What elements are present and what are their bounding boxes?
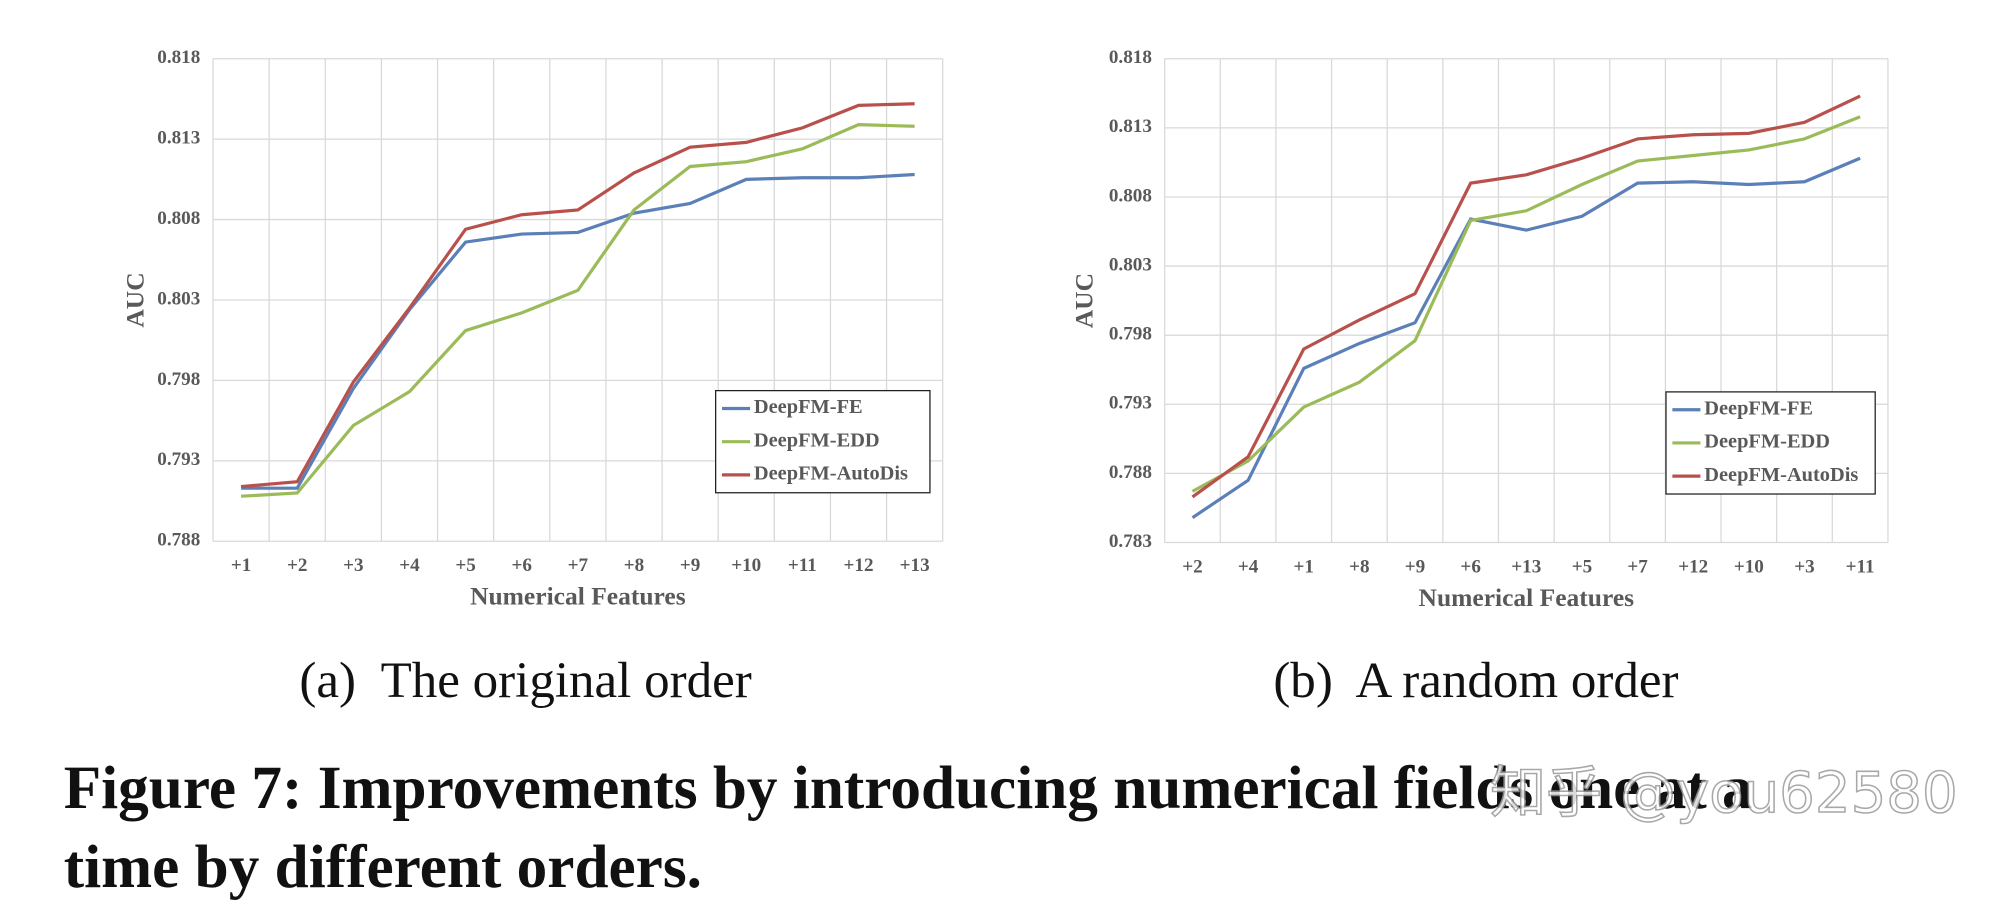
x-tick-label: +4 [1238,556,1259,577]
x-tick-label: +8 [1349,556,1369,577]
series-line [1191,156,1861,519]
y-tick-label: 0.793 [157,449,200,470]
y-tick-label: 0.783 [1109,531,1152,552]
y-tick-label: 0.793 [1109,393,1152,414]
caption-line: time by different orders. [64,833,702,901]
series-line [241,172,915,490]
y-tick-label: 0.803 [1109,254,1152,275]
legend-label: DeepFM-AutoDis [1704,464,1858,486]
watermark: 知乎 @you62580 [1490,761,1958,826]
x-tick-label: +11 [1846,556,1875,577]
x-axis-title: Numerical Features [470,582,686,611]
x-tick-label: +5 [1572,556,1592,577]
y-tick-label: 0.808 [1109,185,1152,206]
x-tick-label: +1 [1294,556,1314,577]
x-tick-label: +6 [512,555,532,576]
y-tick-label: 0.818 [1109,47,1152,68]
legend-label: DeepFM-AutoDis [754,463,908,485]
x-tick-label: +12 [1678,556,1708,577]
x-tick-label: +8 [624,555,644,576]
x-tick-label: +10 [1734,556,1764,577]
legend-label: DeepFM-EDD [1704,431,1830,453]
y-tick-label: 0.788 [1109,462,1152,483]
y-tick-label: 0.813 [157,128,200,149]
x-axis-title: Numerical Features [1419,583,1635,612]
x-tick-label: +2 [287,555,307,576]
x-tick-label: +1 [231,555,251,576]
y-tick-label: 0.818 [157,47,200,68]
x-tick-label: +7 [568,555,589,576]
x-tick-label: +2 [1182,556,1202,577]
series-line [1191,94,1861,499]
y-tick-label: 0.813 [1109,116,1152,137]
x-tick-label: +3 [343,555,363,576]
legend-label: DeepFM-FE [1704,397,1813,419]
x-tick-label: +11 [788,555,817,576]
y-axis-title: AUC [121,272,150,327]
x-tick-label: +5 [455,555,475,576]
legend-box [1665,391,1876,495]
subcaption: (b) A random order [1273,653,1678,709]
x-tick-label: +10 [731,555,761,576]
y-axis-title: AUC [1070,273,1099,328]
series-line [240,102,915,489]
x-tick-label: +7 [1627,556,1648,577]
caption-line: Figure 7: Improvements by introducing nu… [64,754,1753,822]
x-tick-label: +13 [900,555,930,576]
x-tick-label: +12 [843,555,873,576]
y-tick-label: 0.798 [157,369,200,390]
legend-box [714,389,931,494]
x-tick-label: +6 [1460,556,1480,577]
series-line [1191,115,1861,493]
x-tick-label: +9 [1405,556,1425,577]
y-tick-label: 0.798 [1109,324,1152,345]
y-tick-label: 0.803 [157,288,200,309]
x-tick-label: +13 [1511,556,1541,577]
legend-label: DeepFM-FE [754,396,863,418]
y-tick-label: 0.788 [157,530,200,551]
subcaption: (a) The original order [299,653,751,709]
series-line [241,123,915,498]
x-tick-label: +4 [399,555,420,576]
legend-label: DeepFM-EDD [754,429,880,451]
x-tick-label: +9 [680,555,700,576]
x-tick-label: +3 [1794,556,1814,577]
y-tick-label: 0.808 [157,208,200,229]
